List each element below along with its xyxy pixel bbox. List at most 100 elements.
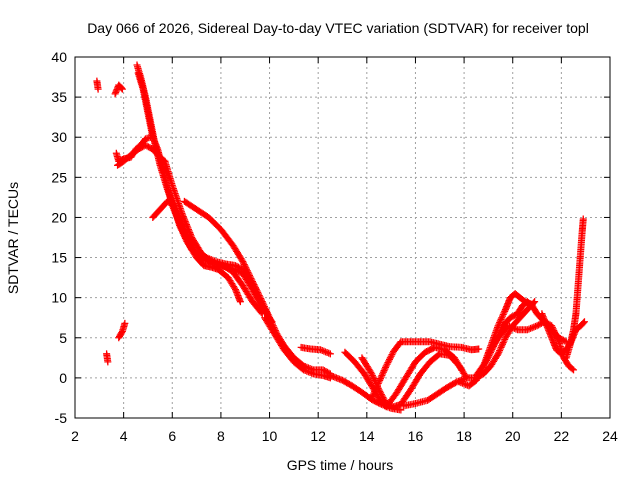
data-point	[501, 335, 509, 343]
data-point	[499, 311, 507, 319]
data-point	[262, 306, 270, 314]
data-point	[525, 325, 533, 333]
data-point	[204, 254, 212, 262]
data-point	[378, 371, 386, 379]
data-point	[386, 354, 394, 362]
data-point	[175, 211, 183, 219]
data-point	[461, 375, 469, 383]
data-point	[202, 254, 210, 262]
data-point	[321, 348, 329, 356]
data-point	[380, 395, 388, 403]
data-point	[497, 343, 505, 351]
x-tick-label: 8	[217, 428, 225, 444]
data-point	[580, 319, 588, 327]
data-point	[553, 335, 561, 343]
data-point	[381, 365, 389, 373]
x-tick-label: 16	[408, 428, 424, 444]
y-tick-labels: -5 0 5 10 15 20 25 30 35 40	[51, 49, 67, 426]
data-point	[308, 369, 316, 377]
data-point	[246, 273, 254, 281]
data-point	[460, 380, 468, 388]
data-point	[367, 368, 375, 376]
data-point	[368, 392, 376, 400]
data-point	[496, 345, 504, 353]
data-point	[255, 292, 263, 300]
data-point	[384, 359, 392, 367]
data-point	[259, 299, 267, 307]
x-tick-labels: 2 4 6 8 10 12 14 16 18 20 22 24	[71, 428, 618, 444]
data-point	[243, 267, 251, 275]
data-point	[231, 284, 239, 292]
data-point	[239, 258, 247, 266]
data-point	[368, 370, 376, 378]
data-point	[201, 253, 209, 261]
y-tick-label: 25	[51, 169, 67, 185]
data-point	[385, 357, 393, 365]
y-tick-label: 0	[59, 370, 67, 386]
data-point	[495, 348, 503, 356]
data-point	[510, 324, 518, 332]
data-point	[257, 295, 265, 303]
data-point	[528, 324, 536, 332]
data-point	[207, 256, 215, 264]
data-point	[247, 275, 255, 283]
series-track-l	[297, 343, 334, 358]
x-tick-label: 12	[310, 428, 326, 444]
data-point	[375, 378, 383, 386]
data-point	[250, 281, 258, 289]
data-point	[300, 366, 308, 374]
y-tick-label: 10	[51, 290, 67, 306]
data-point	[199, 252, 207, 260]
data-point	[255, 290, 263, 298]
y-axis-label: SDTVAR / TECUs	[5, 182, 21, 294]
data-point	[210, 257, 218, 265]
x-tick-label: 24	[602, 428, 618, 444]
data-point	[249, 279, 257, 287]
data-point	[174, 208, 182, 216]
data-point	[496, 319, 504, 327]
data-point	[206, 255, 214, 263]
data-point	[326, 350, 334, 358]
data-point	[301, 367, 309, 375]
data-point	[374, 381, 382, 389]
data-point	[501, 307, 509, 315]
data-point	[482, 358, 490, 366]
data-point	[118, 85, 126, 93]
data-point	[248, 276, 256, 284]
data-point	[245, 270, 253, 278]
data-point	[568, 365, 576, 373]
data-point	[379, 368, 387, 376]
data-point	[507, 323, 515, 331]
data-point	[374, 380, 382, 388]
data-point	[173, 206, 181, 214]
data-point	[570, 366, 578, 374]
data-point	[372, 384, 380, 392]
data-point	[249, 278, 257, 286]
data-point	[512, 325, 520, 333]
data-point	[177, 214, 185, 222]
y-tick-label: 40	[51, 49, 67, 65]
data-point	[265, 312, 273, 320]
data-point	[193, 250, 201, 258]
data-point	[494, 350, 502, 358]
x-tick-label: 2	[71, 428, 79, 444]
data-point	[380, 367, 388, 375]
series-track-b	[103, 350, 112, 366]
data-point	[243, 265, 251, 273]
series-track-k	[261, 314, 334, 382]
data-point	[509, 324, 517, 332]
grid-lines	[75, 57, 610, 418]
data-point	[261, 304, 269, 312]
data-point	[253, 287, 261, 295]
data-point	[475, 345, 483, 353]
series-track-a	[93, 77, 102, 93]
y-tick-label: 35	[51, 89, 67, 105]
data-point	[264, 311, 272, 319]
data-point	[242, 264, 250, 272]
data-point	[121, 319, 129, 327]
data-point	[371, 386, 379, 394]
data-point	[579, 215, 587, 223]
plot-frame	[74, 56, 611, 419]
data-point	[373, 383, 381, 391]
